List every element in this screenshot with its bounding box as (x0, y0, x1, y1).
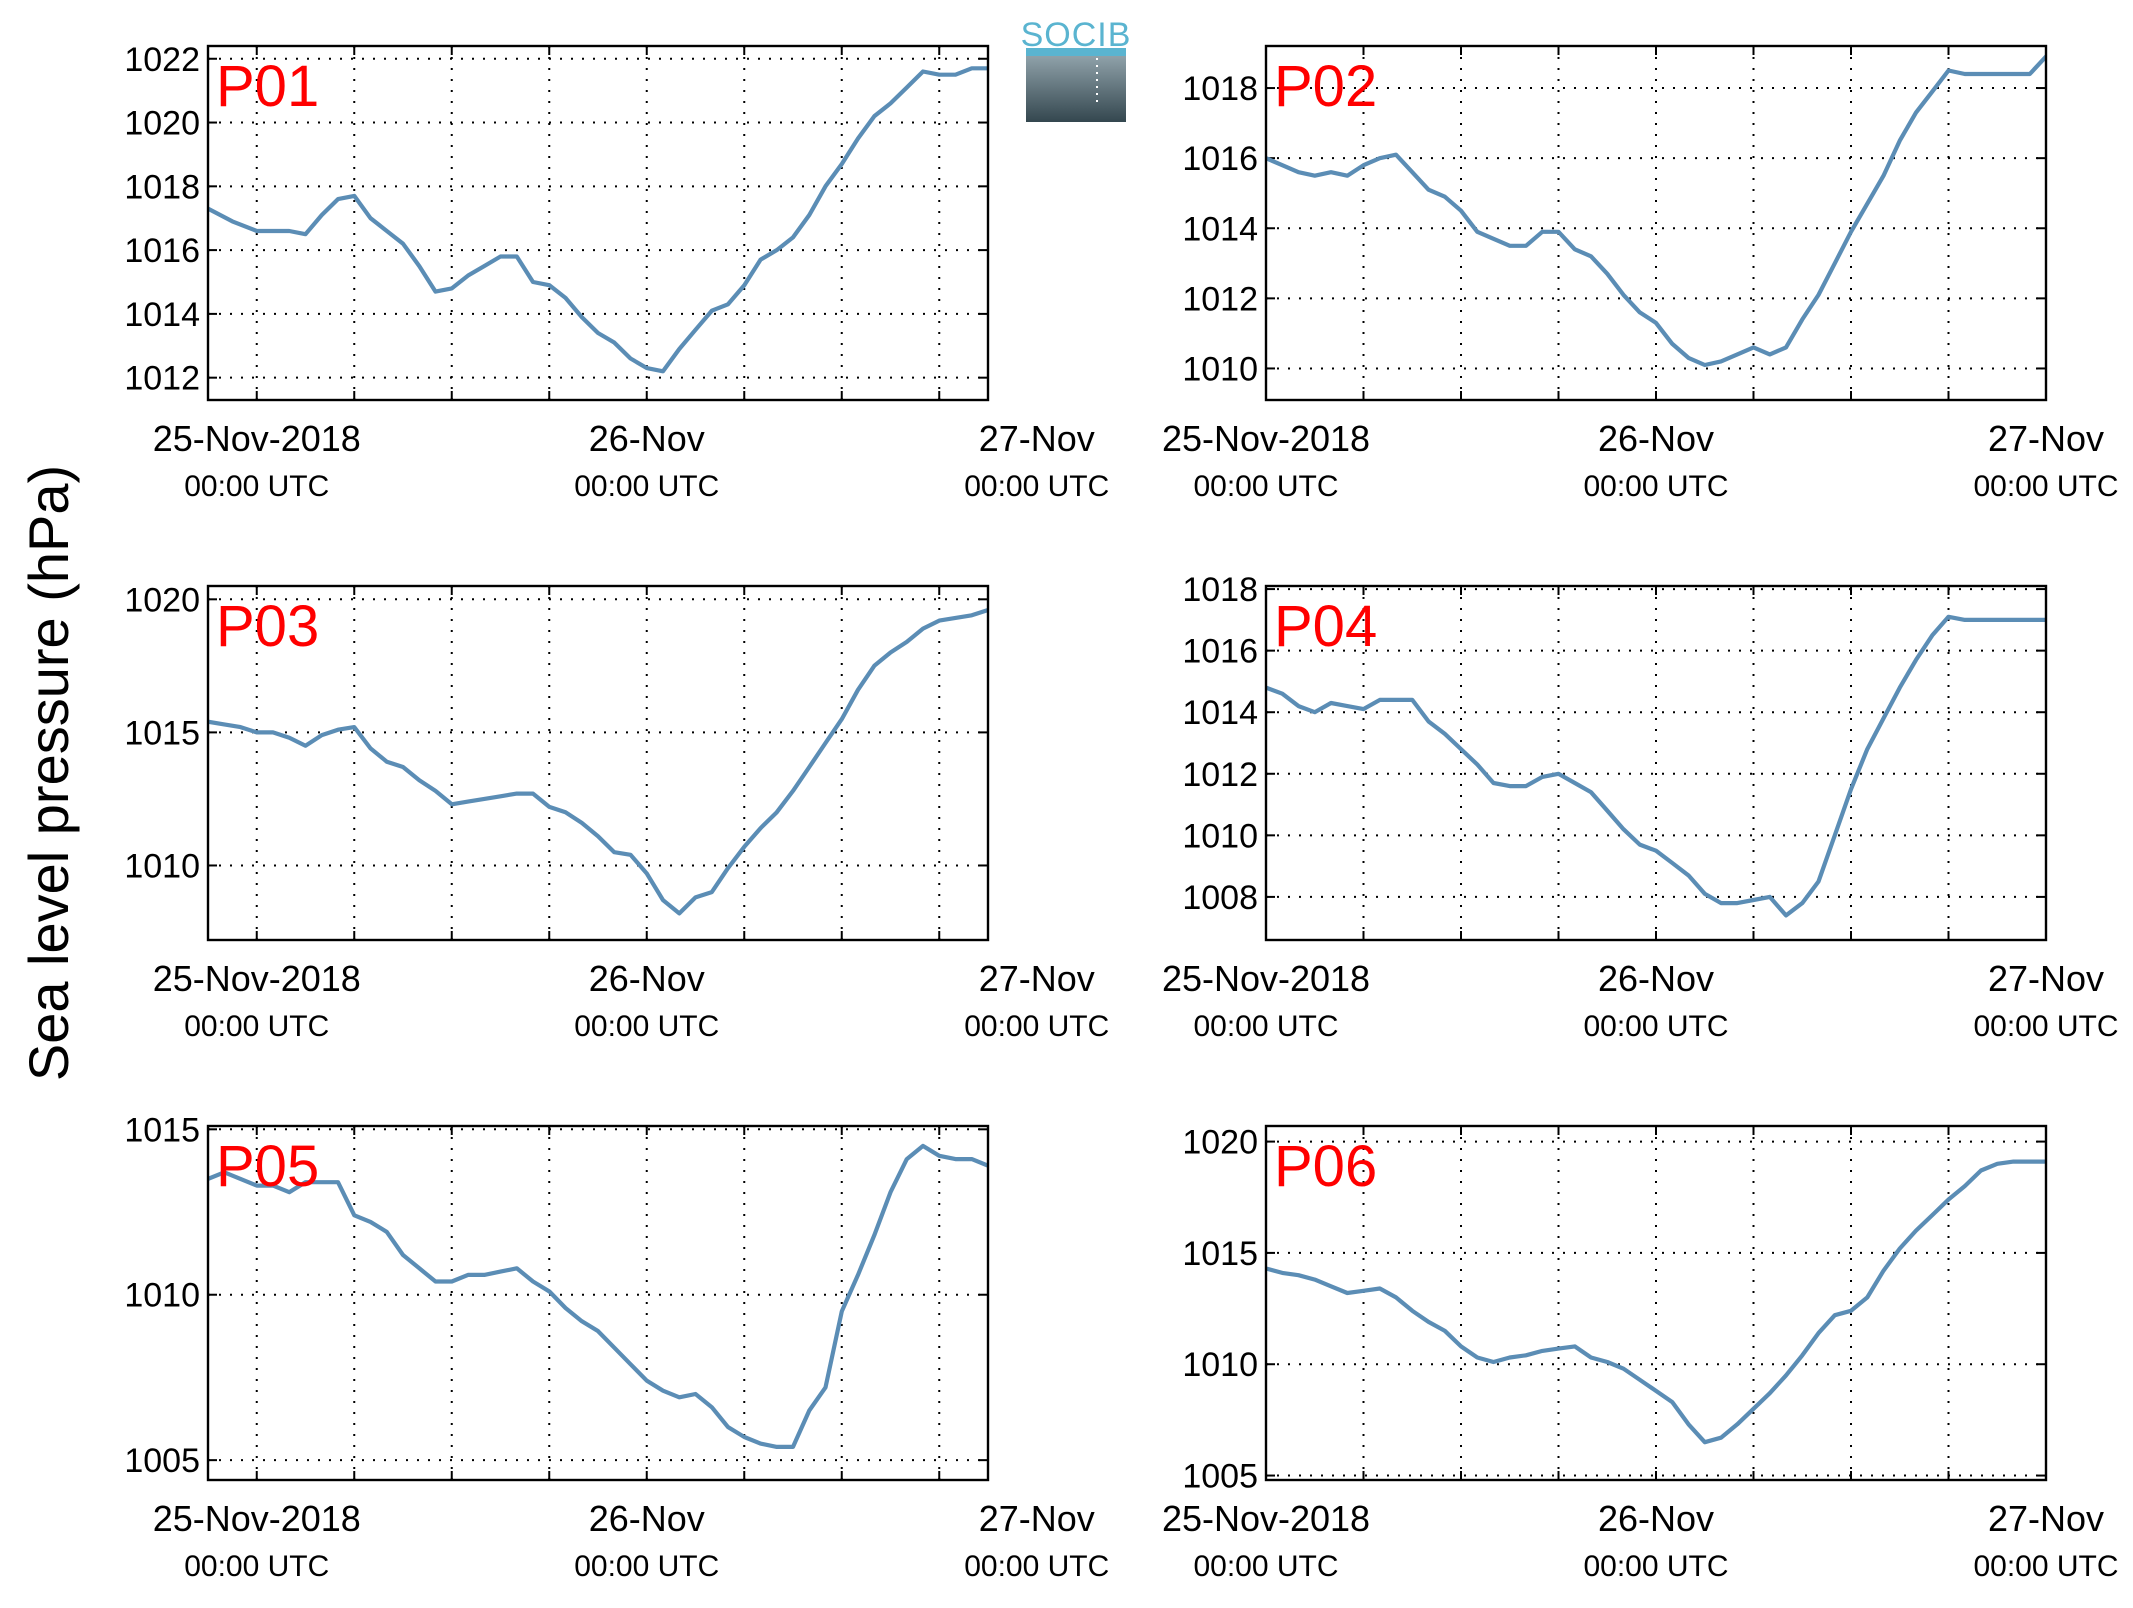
p06-x-tick-label: 25-Nov-2018 (1162, 1498, 1370, 1539)
p05-series-line (208, 1143, 988, 1449)
p01-y-tick-label: 1016 (124, 232, 200, 270)
p05-x-tick-sublabel: 00:00 UTC (184, 1550, 329, 1583)
p06-y-tick-label: 1020 (1182, 1124, 1258, 1162)
p05-panel-label: P05 (216, 1134, 319, 1199)
p01-panel-label: P01 (216, 54, 319, 119)
p01-y-tick-label: 1022 (124, 41, 200, 79)
p02-x-tick-sublabel: 00:00 UTC (1583, 470, 1728, 503)
p04-y-tick-label: 1016 (1182, 633, 1258, 671)
p06-x-tick-label: 26-Nov (1598, 1498, 1714, 1539)
p05-x-tick-sublabel: 00:00 UTC (964, 1550, 1109, 1583)
p06-x-tick-sublabel: 00:00 UTC (1973, 1550, 2118, 1583)
y-axis-label: Sea level pressure (hPa) (17, 465, 80, 1081)
p04-y-tick-label: 1012 (1182, 756, 1258, 794)
p06-x-tick-label: 27-Nov (1988, 1498, 2104, 1539)
p03-x-tick-sublabel: 00:00 UTC (184, 1010, 329, 1043)
p06-axes-frame (1264, 1124, 2048, 1482)
p01-series-line (208, 66, 988, 374)
p01-x-tick-label: 27-Nov (979, 418, 1095, 459)
p04-y-tick-label: 1018 (1182, 571, 1258, 609)
p02-axes-frame (1264, 44, 2048, 402)
p05-y-tick-label: 1005 (124, 1442, 200, 1480)
p03-y-tick-label: 1020 (124, 581, 200, 619)
p06-x-tick-sublabel: 00:00 UTC (1193, 1550, 1338, 1583)
p02-x-tick-sublabel: 00:00 UTC (1193, 470, 1338, 503)
panel-p05: 1005 1010 1015 25-Nov-2018 00:00 UTC 26-Nov 00… (124, 1111, 1109, 1583)
p02-y-tick-label: 1016 (1182, 140, 1258, 178)
p02-panel-label: P02 (1274, 54, 1377, 119)
panel-p04: 1008 1010 1012 1014 1016 1018 25-Nov-2018 00:00… (1162, 571, 2119, 1043)
p05-axes-frame (206, 1124, 990, 1482)
p04-y-tick-label: 1014 (1182, 694, 1258, 732)
p02-x-tick-label: 25-Nov-2018 (1162, 418, 1370, 459)
panel-p06: 1005 1010 1015 1020 25-Nov-2018 00:00 UTC 26-N… (1162, 1124, 2119, 1583)
p03-series-line (208, 607, 988, 916)
p03-x-tick-label: 26-Nov (589, 958, 705, 999)
logo-box (1026, 48, 1126, 122)
p02-series-line (1266, 54, 2046, 368)
p02-x-tick-label: 26-Nov (1598, 418, 1714, 459)
p04-y-tick-label: 1010 (1182, 817, 1258, 855)
p04-x-tick-sublabel: 00:00 UTC (1193, 1010, 1338, 1043)
p01-y-tick-label: 1020 (124, 105, 200, 143)
p03-x-tick-label: 25-Nov-2018 (153, 958, 361, 999)
p06-series-line (1266, 1159, 2046, 1445)
p03-axes-frame (206, 584, 990, 942)
p02-x-tick-sublabel: 00:00 UTC (1973, 470, 2118, 503)
p05-y-tick-label: 1010 (124, 1277, 200, 1315)
p01-y-tick-label: 1018 (124, 168, 200, 206)
p03-y-tick-label: 1015 (124, 714, 200, 752)
p03-x-tick-sublabel: 00:00 UTC (574, 1010, 719, 1043)
p06-panel-label: P06 (1274, 1134, 1377, 1199)
logo-text: SOCIB (1021, 16, 1132, 54)
panel-p02: 1010 1012 1014 1016 1018 25-Nov-2018 00:00 UTC… (1162, 44, 2119, 503)
panel-p03: 1010 1015 1020 25-Nov-2018 00:00 UTC 26-Nov 00… (124, 581, 1109, 1043)
p04-y-tick-label: 1008 (1182, 879, 1258, 917)
p01-x-tick-label: 25-Nov-2018 (153, 418, 361, 459)
p04-series-line (1266, 614, 2046, 918)
p05-x-tick-label: 26-Nov (589, 1498, 705, 1539)
p04-x-tick-sublabel: 00:00 UTC (1973, 1010, 2118, 1043)
p01-axes-frame (206, 44, 990, 402)
p03-panel-label: P03 (216, 594, 319, 659)
p03-x-tick-sublabel: 00:00 UTC (964, 1010, 1109, 1043)
p01-y-tick-label: 1014 (124, 296, 200, 334)
p06-x-tick-sublabel: 00:00 UTC (1583, 1550, 1728, 1583)
p05-x-tick-sublabel: 00:00 UTC (574, 1550, 719, 1583)
p01-y-tick-label: 1012 (124, 360, 200, 398)
logo-wave (1026, 48, 1126, 56)
p03-x-tick-label: 27-Nov (979, 958, 1095, 999)
p02-y-tick-label: 1010 (1182, 350, 1258, 388)
p05-y-tick-label: 1015 (124, 1111, 200, 1149)
p02-y-tick-label: 1018 (1182, 70, 1258, 108)
p04-x-tick-sublabel: 00:00 UTC (1583, 1010, 1728, 1043)
p04-x-tick-label: 26-Nov (1598, 958, 1714, 999)
p01-x-tick-label: 26-Nov (589, 418, 705, 459)
p06-y-tick-label: 1015 (1182, 1235, 1258, 1273)
socib-logo: SOCIB (1021, 16, 1132, 122)
panel-p01: 1012 1014 1016 1018 1020 1022 25-Nov-2018 00:00… (124, 41, 1109, 503)
p01-x-tick-sublabel: 00:00 UTC (964, 470, 1109, 503)
p02-x-tick-label: 27-Nov (1988, 418, 2104, 459)
p04-panel-label: P04 (1274, 594, 1377, 659)
p01-x-tick-sublabel: 00:00 UTC (574, 470, 719, 503)
p02-y-tick-label: 1012 (1182, 280, 1258, 318)
p05-x-tick-label: 25-Nov-2018 (153, 1498, 361, 1539)
p05-x-tick-label: 27-Nov (979, 1498, 1095, 1539)
p06-y-tick-label: 1010 (1182, 1346, 1258, 1384)
p06-y-tick-label: 1005 (1182, 1458, 1258, 1496)
p02-y-tick-label: 1014 (1182, 210, 1258, 248)
p01-x-tick-sublabel: 00:00 UTC (184, 470, 329, 503)
p04-x-tick-label: 25-Nov-2018 (1162, 958, 1370, 999)
p04-axes-frame (1264, 584, 2048, 942)
p03-y-tick-label: 1010 (124, 847, 200, 885)
p04-x-tick-label: 27-Nov (1988, 958, 2104, 999)
